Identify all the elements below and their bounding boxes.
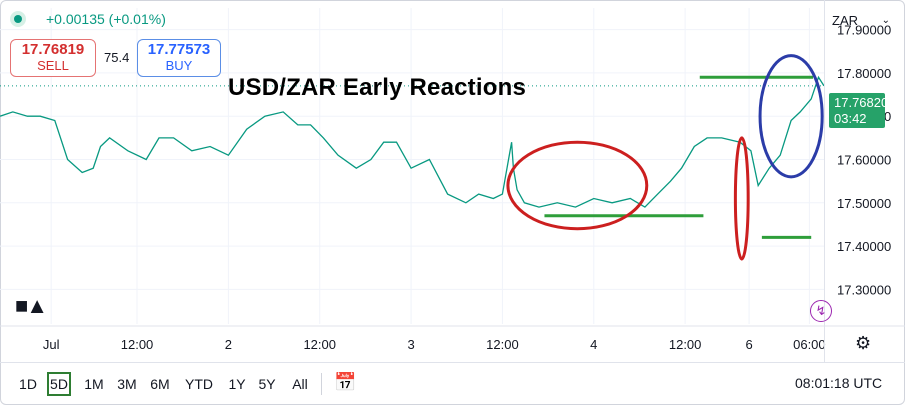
red-ellipse-annotation: [733, 136, 750, 261]
header-change: +0.00135 (+0.01%): [10, 8, 166, 30]
x-tick-label: 12:00: [121, 337, 154, 352]
utc-clock[interactable]: 08:01:18 UTC: [795, 375, 883, 391]
chart-axes: 17.3000017.4000017.5000017.6000017.70000…: [0, 0, 905, 362]
currency-label: ZAR: [832, 12, 858, 28]
blue-ellipse-annotation: [758, 54, 824, 179]
buy-button[interactable]: 17.77573 BUY: [137, 39, 221, 77]
sell-button[interactable]: 17.76819 SELL: [10, 39, 96, 77]
red-ellipse-annotation: [506, 140, 649, 231]
x-tick-label: 4: [590, 337, 597, 352]
sell-price: 17.76819: [21, 41, 85, 58]
range-button-3m[interactable]: 3M: [117, 376, 137, 392]
flash-icon[interactable]: ↯: [810, 300, 832, 322]
range-button-1d[interactable]: 1D: [19, 376, 37, 392]
chevron-down-icon: ⌄: [881, 14, 890, 26]
gear-icon[interactable]: ⚙: [855, 333, 872, 353]
currency-select[interactable]: ZAR ⌄: [824, 7, 898, 33]
bar-countdown: 03:42: [834, 111, 867, 126]
range-button-5y[interactable]: 5Y: [258, 376, 276, 392]
x-tick-label: 6: [745, 337, 752, 352]
range-button-6m[interactable]: 6M: [150, 376, 170, 392]
range-button-1m[interactable]: 1M: [84, 376, 104, 392]
x-tick-label: 12:00: [486, 337, 519, 352]
range-button-1y[interactable]: 1Y: [228, 376, 246, 392]
range-button-ytd[interactable]: YTD: [185, 376, 213, 392]
x-tick-label: Jul: [43, 337, 60, 352]
price-change: +0.00135 (+0.01%): [46, 11, 166, 27]
y-tick-label: 17.80000: [837, 66, 891, 81]
x-tick-label: 3: [407, 337, 414, 352]
range-button-all[interactable]: All: [292, 376, 308, 392]
y-tick-label: 17.90000: [837, 23, 891, 38]
price-series-line: [0, 75, 825, 208]
sell-label: SELL: [37, 58, 69, 73]
range-toolbar: 1D 5D 1M 3M 6M YTD 1Y 5Y All 📅 08:01:18 UTC: [0, 362, 905, 403]
calendar-compare-icon[interactable]: 📅: [334, 372, 357, 392]
buy-price: 17.77573: [147, 41, 211, 58]
spread-value: 75.4: [104, 50, 130, 65]
y-tick-label: 17.60000: [837, 153, 891, 168]
dot-icon: [10, 11, 26, 27]
chart-marks: [0, 54, 825, 261]
y-tick-label: 17.30000: [837, 282, 891, 297]
range-button-5d[interactable]: 5D: [47, 372, 71, 396]
y-tick-label: 17.40000: [837, 239, 891, 254]
x-tick-label: 12:00: [669, 337, 702, 352]
toolbar-separator: [321, 373, 322, 395]
x-tick-label: 12:00: [303, 337, 336, 352]
tradingview-logo-icon[interactable]: ■▲: [15, 293, 48, 318]
x-tick-label: 06:00: [793, 337, 826, 352]
annotation-title: USD/ZAR Early Reactions: [228, 74, 527, 101]
buy-label: BUY: [165, 58, 193, 73]
last-price: 17.76820: [834, 95, 889, 110]
x-tick-label: 2: [225, 337, 232, 352]
y-tick-label: 17.50000: [837, 196, 891, 211]
last-price-label: 17.76820 03:42: [829, 93, 889, 128]
